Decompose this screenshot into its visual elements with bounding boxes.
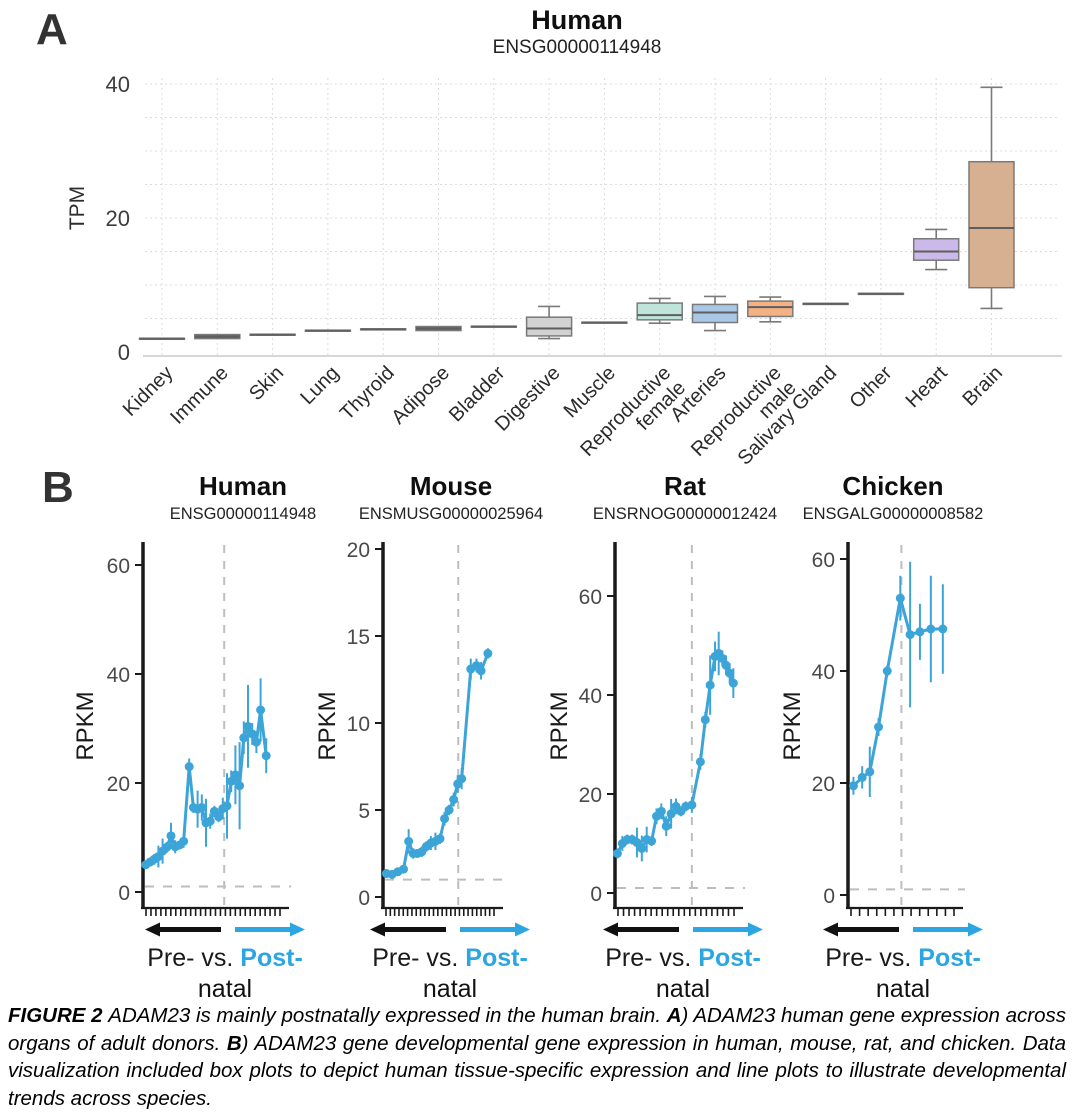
caption-segment: ) ADAM23 human gene expression across or…	[8, 1004, 1066, 1055]
subplot-header-rat: Rat ENSRNOG00000012424	[565, 472, 805, 524]
subplot-header-mouse: Mouse ENSMUSG00000025964	[331, 472, 571, 524]
svg-text:60: 60	[579, 586, 602, 609]
pre-vs-post-label: Pre- vs. Post-	[605, 944, 761, 972]
natal-arrows	[788, 921, 1018, 937]
natal-arrows	[568, 921, 798, 937]
subplot-title-rat: Rat	[664, 471, 706, 501]
svg-text:20: 20	[347, 539, 370, 562]
pre-vs-post-label: Pre- vs. Post-	[372, 944, 528, 972]
axis-legend-rat: Pre- vs. Post- natal	[568, 921, 798, 1004]
subplot-header-human: Human ENSG00000114948	[123, 472, 363, 524]
rpkm-axis-label-human: RPKM	[72, 691, 99, 761]
subplot-header-chicken: Chicken ENSGALG00000008582	[773, 472, 1013, 524]
subplot-gene-id-human: ENSG00000114948	[169, 504, 317, 523]
caption-segment: B	[226, 1031, 242, 1055]
svg-text:15: 15	[347, 626, 370, 649]
panel-a-label: A	[36, 5, 68, 54]
svg-text:0: 0	[358, 887, 370, 910]
svg-text:40: 40	[812, 661, 835, 684]
subplot-title-human: Human	[198, 471, 288, 501]
rpkm-axis-label-chicken: RPKM	[779, 691, 806, 761]
subplot-gene-id-chicken: ENSGALG00000008582	[802, 504, 984, 523]
subplot-gene-id-rat: ENSRNOG00000012424	[592, 504, 778, 523]
svg-text:0: 0	[118, 340, 130, 365]
svg-text:Adipose: Adipose	[387, 362, 454, 429]
svg-text:Brain: Brain	[958, 362, 1007, 411]
svg-text:0: 0	[823, 885, 835, 908]
svg-text:20: 20	[107, 773, 130, 796]
caption-segment: FIGURE 2	[8, 1004, 109, 1027]
natal-label: natal	[875, 975, 931, 1003]
svg-text:40: 40	[106, 72, 130, 97]
postnatal-arrow-icon	[693, 922, 763, 936]
figure-caption: FIGURE 2 ADAM23 is mainly postnatally ex…	[8, 1002, 1066, 1112]
panel-a-gene-id: ENSG00000114948	[492, 37, 662, 58]
svg-text:20: 20	[106, 206, 130, 231]
natal-label: natal	[197, 975, 253, 1003]
panel-a-y-axis-label: TPM	[66, 185, 89, 231]
svg-text:Lung: Lung	[296, 362, 343, 409]
axis-legend-mouse: Pre- vs. Post- natal	[335, 921, 565, 1004]
svg-text:40: 40	[107, 664, 130, 687]
svg-text:Heart: Heart	[902, 362, 952, 412]
postnatal-arrow-icon	[235, 922, 305, 936]
natal-label: natal	[422, 975, 478, 1003]
svg-text:60: 60	[812, 549, 835, 572]
caption-segment: ADAM23 is mainly postnatally expressed i…	[108, 1004, 667, 1027]
post-label: Post-	[698, 944, 761, 972]
svg-text:60: 60	[107, 555, 130, 578]
prenatal-arrow-icon	[370, 922, 446, 936]
svg-text:Salivary Gland: Salivary Gland	[734, 362, 842, 470]
caption-segment: A	[666, 1004, 682, 1027]
subplot-title-mouse: Mouse	[409, 471, 493, 501]
prenatal-arrow-icon	[603, 922, 679, 936]
postnatal-arrow-icon	[913, 922, 983, 936]
svg-text:Immune: Immune	[166, 362, 233, 429]
svg-text:0: 0	[590, 883, 602, 906]
rpkm-axis-label-rat: RPKM	[546, 691, 573, 761]
subplot-title-chicken: Chicken	[842, 471, 944, 501]
panel-a-title: Human	[531, 5, 623, 35]
natal-arrows	[335, 921, 565, 937]
rpkm-axis-label-mouse: RPKM	[314, 691, 341, 761]
post-label: Post-	[240, 944, 303, 972]
svg-text:20: 20	[579, 784, 602, 807]
svg-text:20: 20	[812, 773, 835, 796]
svg-text:0: 0	[118, 882, 130, 905]
svg-text:40: 40	[579, 685, 602, 708]
svg-text:5: 5	[358, 800, 370, 823]
panel-b-label: B	[42, 463, 74, 512]
post-label: Post-	[465, 944, 528, 972]
svg-text:Other: Other	[846, 362, 897, 413]
svg-text:10: 10	[347, 713, 370, 736]
prenatal-arrow-icon	[145, 922, 221, 936]
postnatal-arrow-icon	[460, 922, 530, 936]
post-label: Post-	[918, 944, 981, 972]
natal-label: natal	[655, 975, 711, 1003]
natal-arrows	[110, 921, 340, 937]
prenatal-arrow-icon	[823, 922, 899, 936]
pre-vs-post-label: Pre- vs. Post-	[147, 944, 303, 972]
subplot-gene-id-mouse: ENSMUSG00000025964	[358, 504, 544, 523]
pre-vs-post-label: Pre- vs. Post-	[825, 944, 981, 972]
caption-segment: ) ADAM23 gene developmental gene express…	[8, 1031, 1067, 1110]
axis-legend-chicken: Pre- vs. Post- natal	[788, 921, 1018, 1004]
axis-legend-human: Pre- vs. Post- natal	[110, 921, 340, 1004]
svg-text:Skin: Skin	[245, 362, 288, 405]
